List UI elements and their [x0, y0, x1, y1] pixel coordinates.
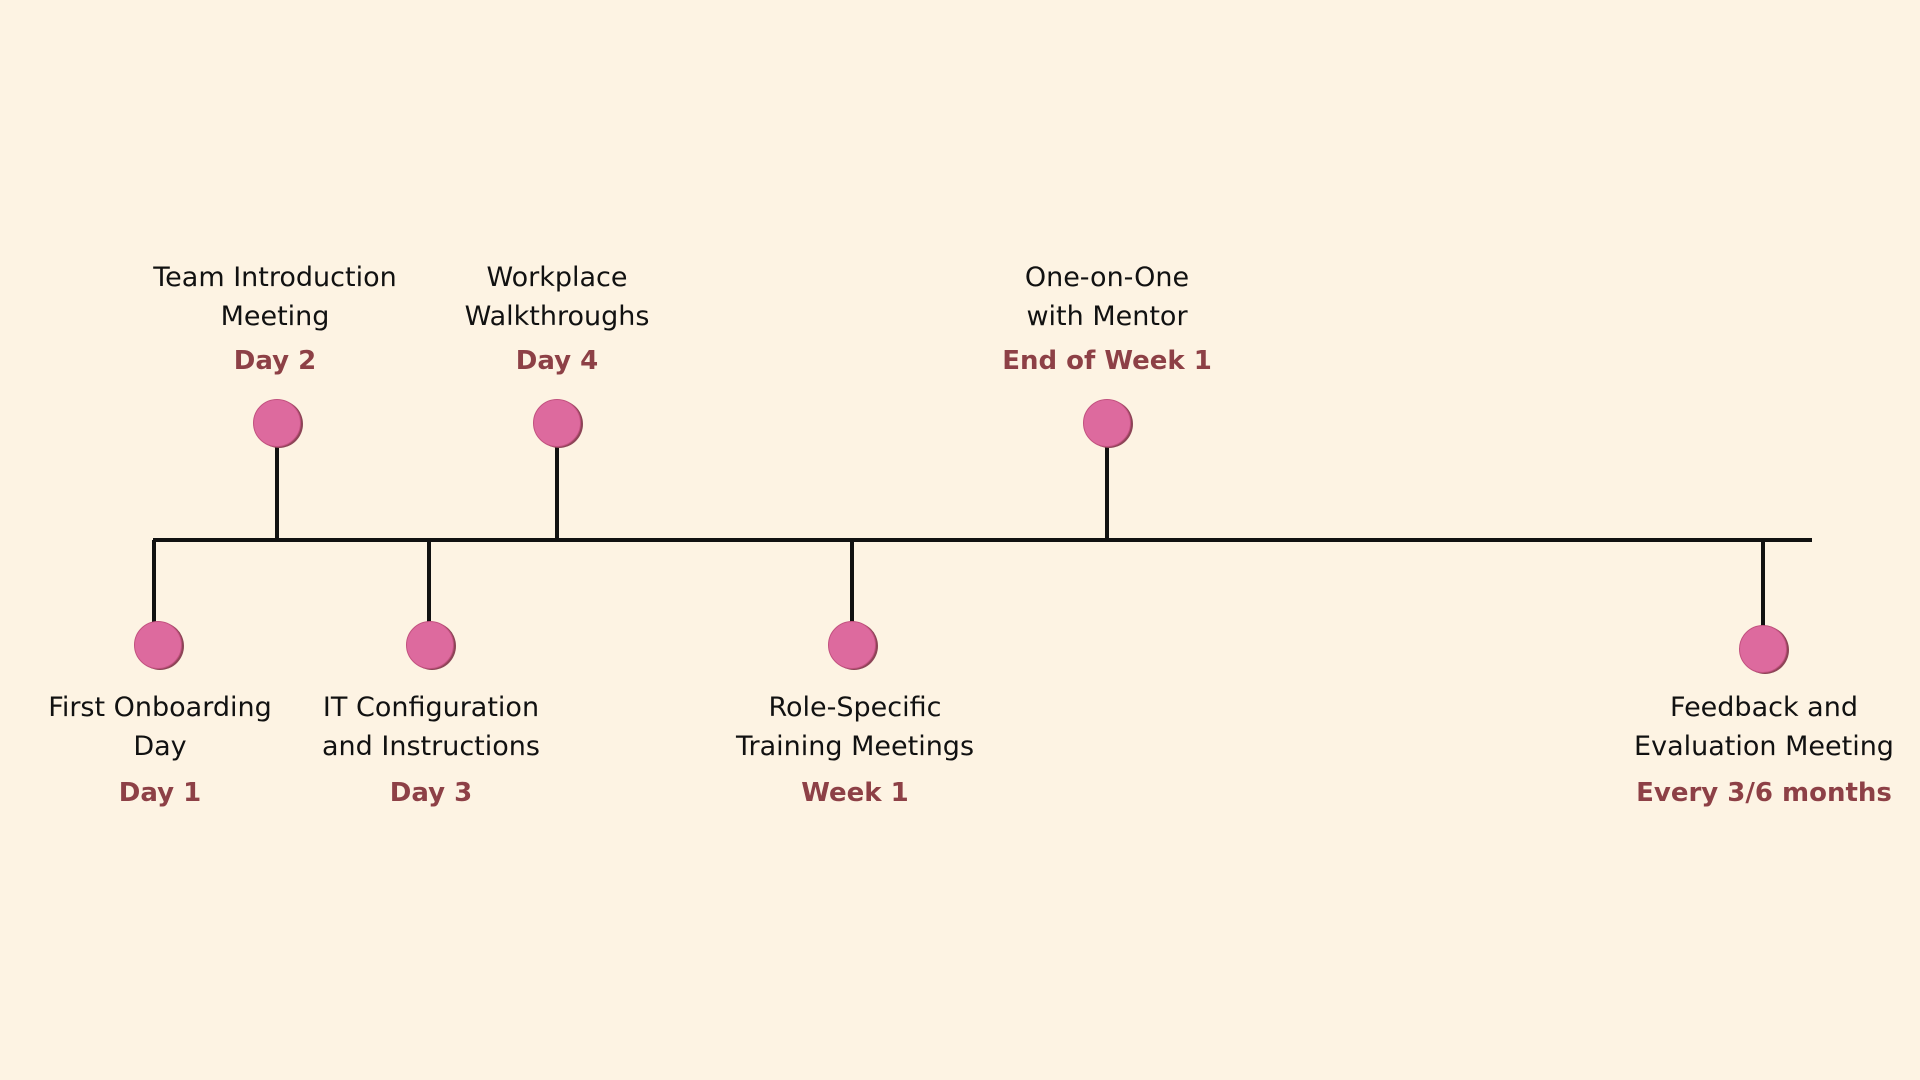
milestone-stem: [1105, 446, 1109, 540]
milestone-first-onboarding-day: First Onboarding Day Day 1: [20, 688, 300, 808]
milestone-workplace-walkthroughs: Workplace Walkthroughs Day 4: [417, 258, 697, 376]
milestone-marker: [533, 399, 581, 447]
milestone-label: Team Introduction Meeting: [153, 262, 397, 332]
milestone-stem: [152, 540, 156, 632]
milestone-team-introduction: Team Introduction Meeting Day 2: [135, 258, 415, 376]
milestone-stem: [427, 540, 431, 632]
timeline-axis: [153, 538, 1812, 542]
milestone-time: Day 2: [233, 346, 317, 376]
milestone-marker: [134, 621, 182, 669]
milestone-label: Workplace Walkthroughs: [464, 262, 650, 332]
milestone-time: Day 1: [118, 778, 202, 808]
milestone-time: Week 1: [801, 778, 909, 808]
milestone-label: One-on-One with Mentor: [1024, 262, 1190, 332]
milestone-marker: [1739, 625, 1787, 673]
milestone-one-on-one-mentor: One-on-One with Mentor End of Week 1: [967, 258, 1247, 376]
milestone-time: Day 3: [389, 778, 473, 808]
milestone-stem: [555, 446, 559, 540]
milestone-role-specific-training: Role-Specific Training Meetings Week 1: [715, 688, 995, 808]
milestone-label: IT Configuration and Instructions: [322, 692, 540, 762]
milestone-time: Every 3/6 months: [1636, 778, 1892, 808]
milestone-stem: [850, 540, 854, 632]
milestone-marker: [1083, 399, 1131, 447]
milestone-time: Day 4: [515, 346, 599, 376]
milestone-label: Feedback and Evaluation Meeting: [1634, 692, 1894, 762]
milestone-label: Role-Specific Training Meetings: [735, 692, 975, 762]
milestone-marker: [253, 399, 301, 447]
milestone-stem: [1761, 540, 1765, 632]
milestone-it-configuration: IT Configuration and Instructions Day 3: [291, 688, 571, 808]
milestone-time: End of Week 1: [1002, 346, 1212, 376]
milestone-marker: [828, 621, 876, 669]
milestone-feedback-evaluation: Feedback and Evaluation Meeting Every 3/…: [1624, 688, 1904, 808]
milestone-stem: [275, 446, 279, 540]
milestone-marker: [406, 621, 454, 669]
milestone-label: First Onboarding Day: [48, 692, 272, 762]
